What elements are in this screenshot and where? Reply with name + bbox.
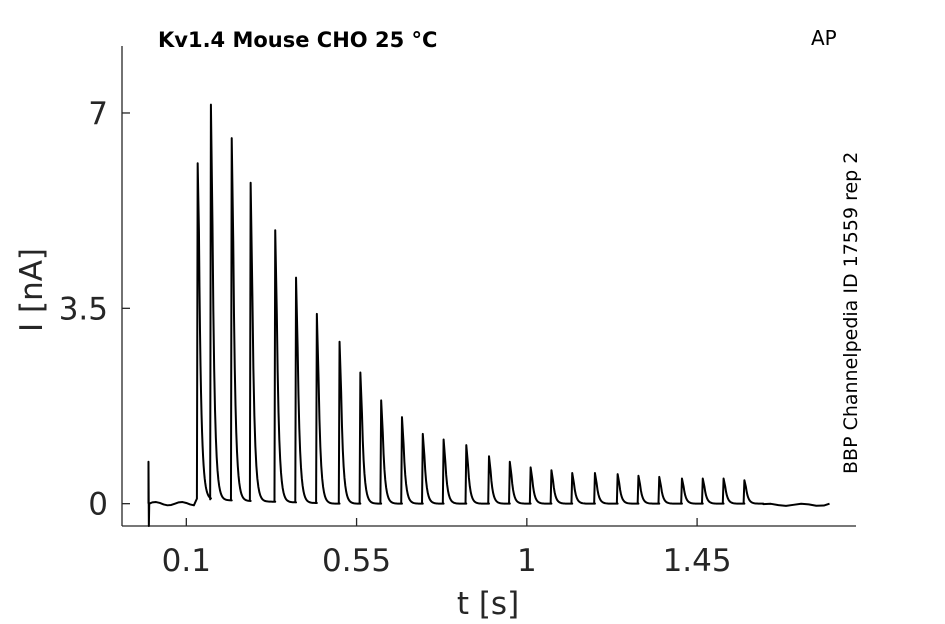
source-label: BBP Channelpedia ID 17559 rep 2: [840, 152, 862, 474]
x-tick-label: 1.45: [663, 543, 732, 579]
chart-title: Kv1.4 Mouse CHO 25 °C: [158, 28, 437, 52]
x-tick-label: 0.55: [322, 543, 391, 579]
y-ticks: 03.57: [59, 96, 130, 523]
y-tick-label: 3.5: [59, 291, 108, 327]
x-tick-label: 0.1: [162, 543, 211, 579]
y-tick-label: 7: [88, 96, 108, 132]
current-trace: [147, 103, 830, 527]
axes: [121, 46, 856, 527]
y-axis-label: I [nA]: [14, 248, 50, 332]
y-tick-label: 0: [88, 487, 108, 523]
x-axis-label: t [s]: [457, 586, 519, 622]
protocol-label: AP: [811, 26, 837, 50]
x-ticks: 0.1 0.55 1 1.45: [162, 518, 732, 579]
x-tick-label: 1: [517, 543, 537, 579]
